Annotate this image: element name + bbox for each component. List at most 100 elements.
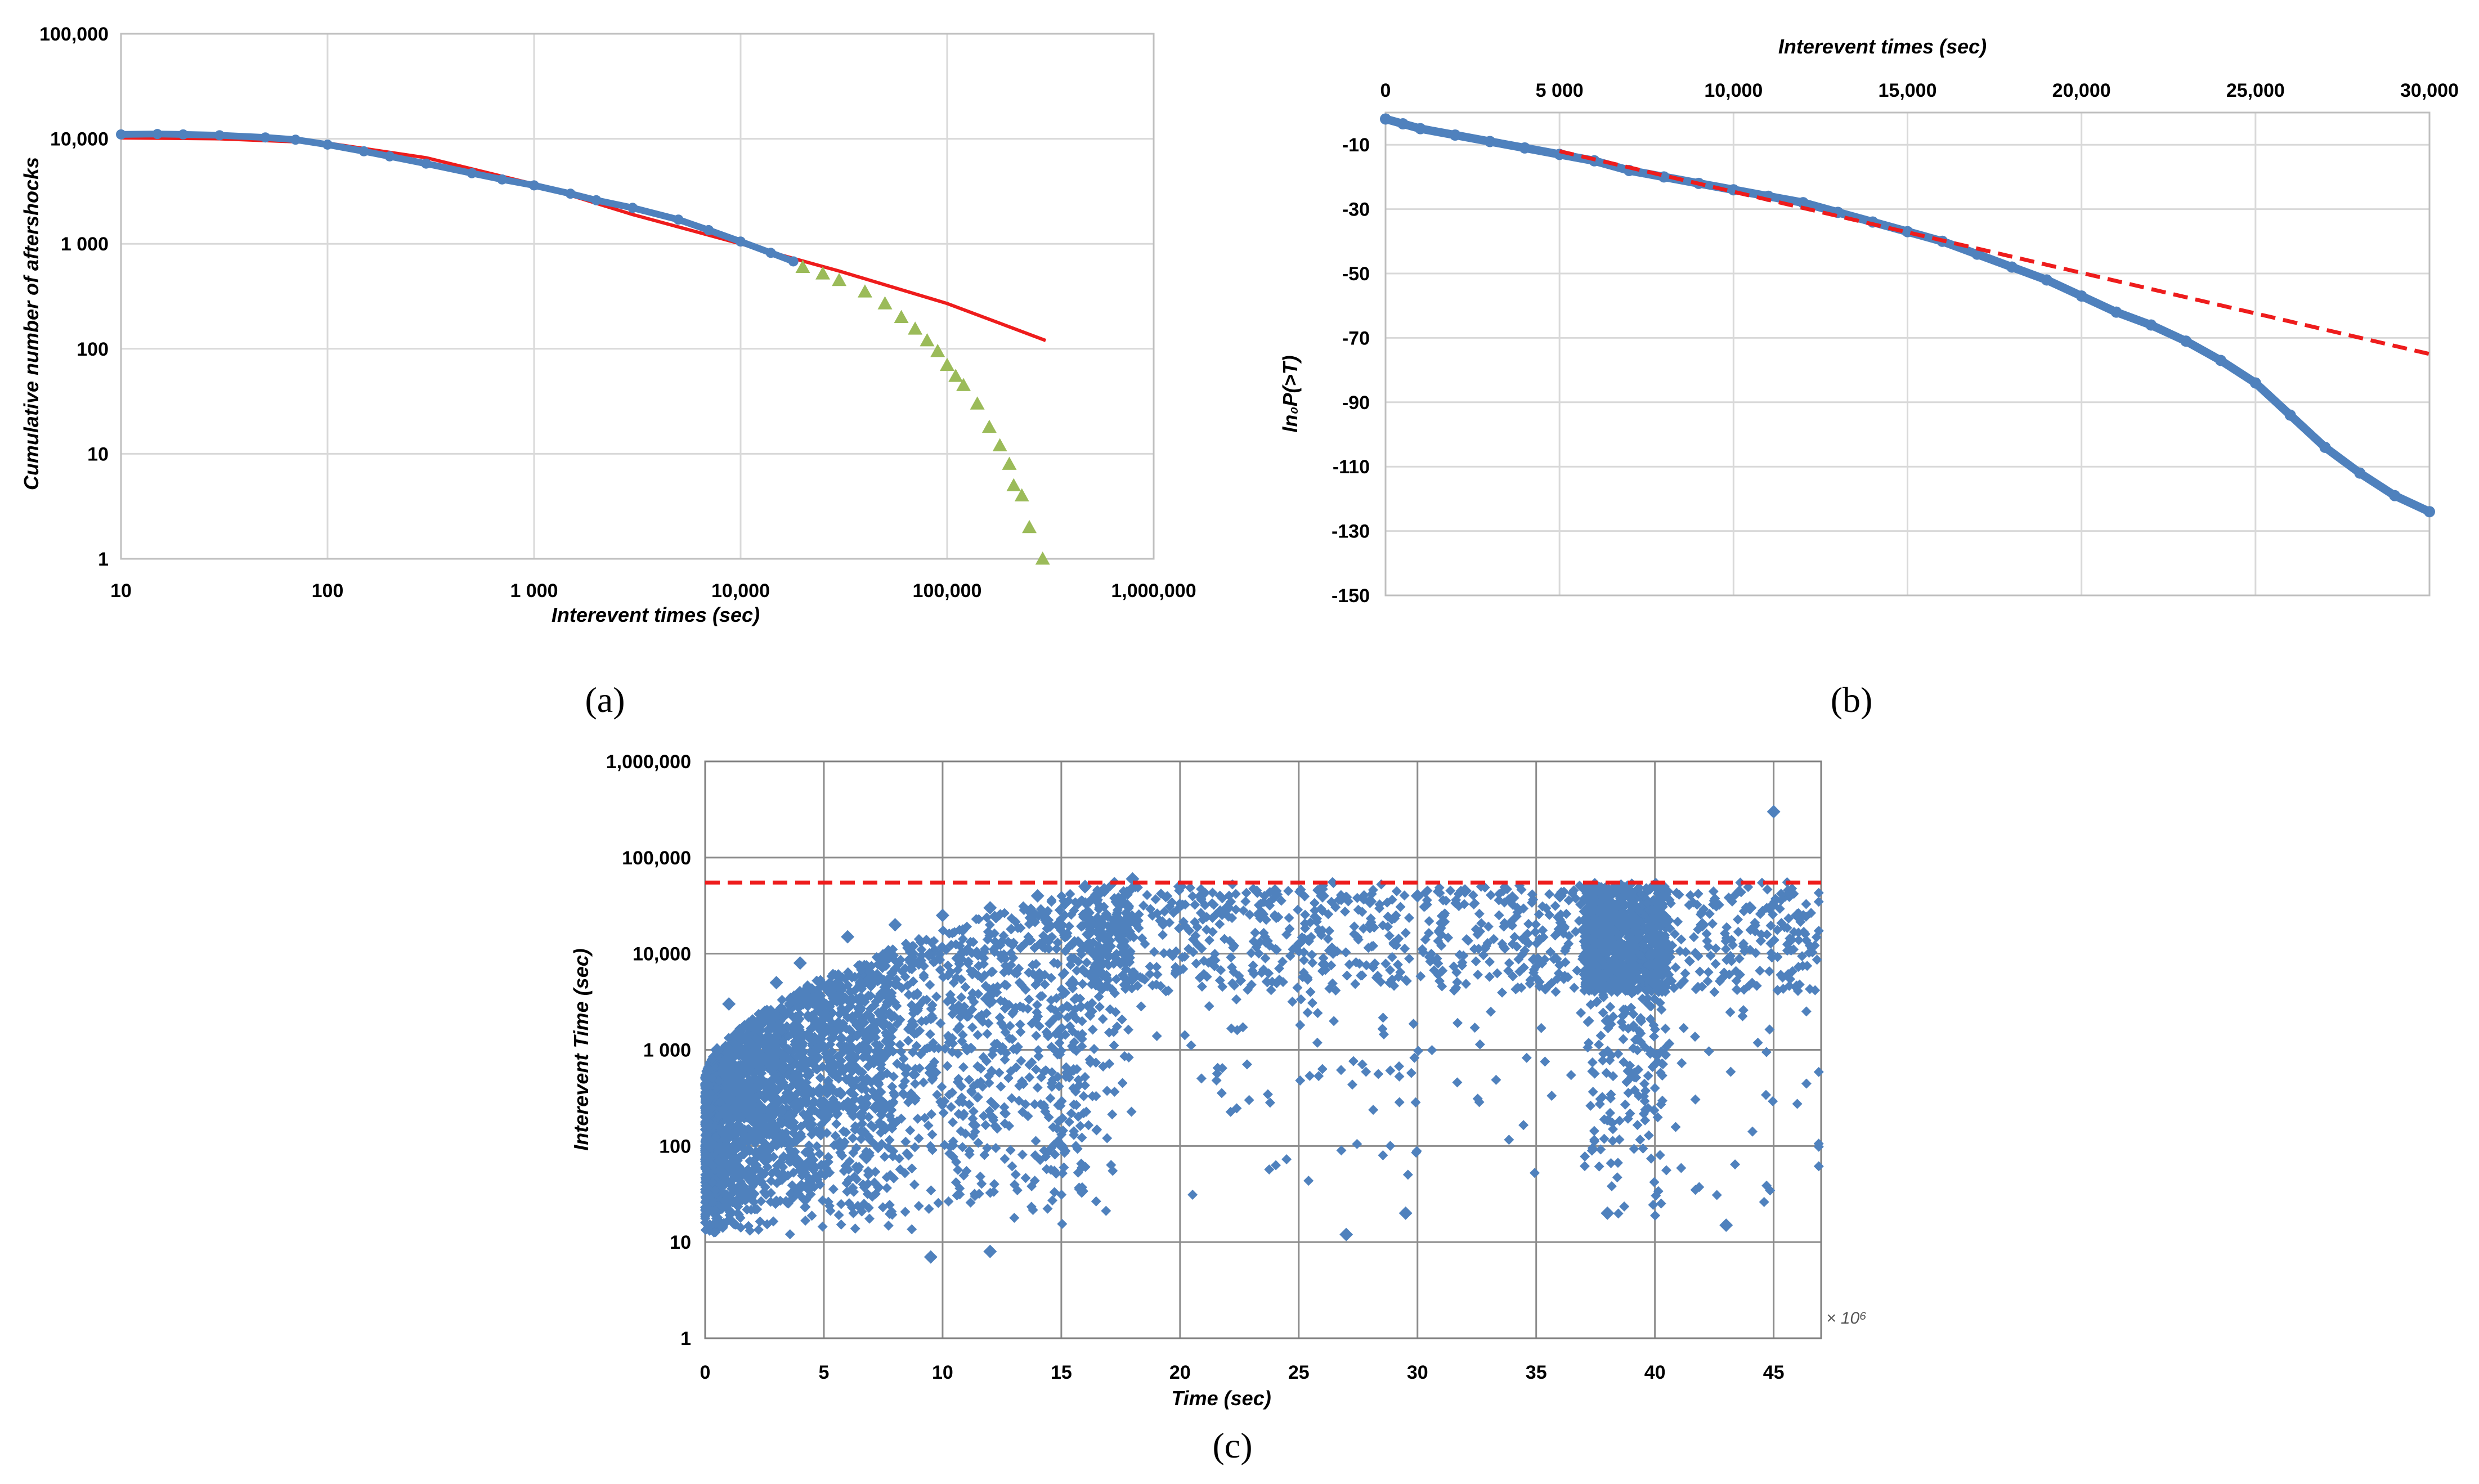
panel-c-scatter-point xyxy=(1043,944,1054,954)
panel-c-scatter-point xyxy=(1000,960,1011,971)
panel-c-scatter-point xyxy=(1734,953,1745,964)
panel-c-scatter-point xyxy=(851,1142,862,1153)
panel-c-scatter-point xyxy=(1052,958,1063,969)
panel-c-scatter-point xyxy=(798,1194,809,1204)
panel-c-scatter-point xyxy=(928,957,939,967)
panel-c-scatter-point xyxy=(877,963,888,974)
panel-c-scatter-point xyxy=(1069,1129,1079,1140)
panel-c-scatter-point xyxy=(1187,1190,1198,1200)
panel-c-scatter-point xyxy=(1127,975,1138,986)
panel-c-scatter-point xyxy=(1492,968,1503,979)
panel-c-scatter-point xyxy=(740,1048,751,1059)
panel-b-x-tick-label: 10,000 xyxy=(1704,80,1763,101)
panel-a-observed-point xyxy=(384,151,395,162)
panel-c-scatter-point xyxy=(735,1163,746,1174)
panel-c-scatter-point xyxy=(1101,1205,1111,1216)
panel-c-scatter-point xyxy=(775,1195,786,1206)
panel-c-scatter-point xyxy=(1030,1136,1041,1146)
panel-b-x-tick-label: 15,000 xyxy=(1879,80,1937,101)
panel-c-scatter-point xyxy=(1507,939,1518,949)
panel-c-scatter-point xyxy=(1722,954,1732,965)
panel-c-scatter-point xyxy=(956,974,967,985)
panel-c-scatter-point xyxy=(1703,967,1714,978)
panel-c-y-tick-label: 1 000 xyxy=(643,1040,691,1061)
panel-c-scatter-point xyxy=(1613,1208,1624,1219)
panel-c-scatter-point xyxy=(1096,944,1106,954)
panel-c-scatter-point xyxy=(1080,967,1091,978)
panel-c-scatter-point xyxy=(835,1086,845,1097)
panel-c-scatter-point xyxy=(1078,912,1088,922)
panel-c-scatter-point xyxy=(1606,1089,1616,1100)
panel-c-scatter-point xyxy=(963,1074,974,1085)
panel-c-scatter-point xyxy=(831,1119,842,1129)
panel-c-scatter-point xyxy=(836,1220,846,1230)
panel-c-scatter-point xyxy=(1482,938,1493,948)
panel-c-scatter-point xyxy=(1050,1029,1061,1039)
panel-c-scatter-point xyxy=(940,1043,951,1054)
panel-c-scatter-point xyxy=(1702,976,1713,987)
panel-c-scatter-point xyxy=(847,1011,858,1021)
panel-c-scatter-point xyxy=(988,1115,999,1126)
panel-c-scatter-point xyxy=(1550,987,1561,997)
panel-c-scatter-point xyxy=(1743,882,1754,893)
panel-c-scatter-point xyxy=(938,1108,949,1118)
panel-c-scatter-point xyxy=(1046,1003,1056,1014)
panel-c-scatter-point xyxy=(1281,1154,1292,1164)
panel-c-scatter-point xyxy=(853,1065,864,1076)
panel-c-scatter-point xyxy=(1516,982,1527,993)
panel-c-scatter-point xyxy=(1567,888,1577,899)
panel-c-scatter-point xyxy=(1611,983,1622,994)
panel-c-scatter-point xyxy=(1756,935,1767,946)
panel-c-scatter-point xyxy=(1534,909,1544,920)
panel-c-scatter-point xyxy=(1330,902,1341,913)
panel-c-scatter-point xyxy=(1057,989,1068,999)
panel-c-scatter-point xyxy=(1117,948,1127,958)
panel-c-scatter-point xyxy=(1031,959,1042,970)
panel-c-scatter-point xyxy=(1011,1062,1021,1073)
panel-b-y-axis-title: ln₀P(>T) xyxy=(1279,355,1302,432)
panel-c-scatter-point xyxy=(981,1056,992,1066)
panel-c-scatter-point xyxy=(1710,958,1721,969)
panel-a-x-tick-label: 100 xyxy=(312,580,344,602)
panel-c-scatter-point xyxy=(881,1102,892,1113)
panel-c-scatter-point xyxy=(1476,918,1487,929)
panel-b-observed-point xyxy=(1484,136,1496,147)
panel-c-scatter-point xyxy=(938,972,948,983)
panel-a-x-tick-label: 1 000 xyxy=(510,580,558,602)
panel-c-scatter-point xyxy=(785,1092,796,1103)
panel-c-scatter-point xyxy=(1108,1026,1119,1037)
panel-c-scatter-point xyxy=(1676,934,1687,945)
panel-c-scatter-point xyxy=(1711,1190,1722,1200)
panel-c-scatter-point xyxy=(1509,931,1520,942)
panel-c-scatter-point xyxy=(1731,984,1742,995)
panel-c-scatter-point xyxy=(1580,1151,1590,1162)
panel-c-scatter-point xyxy=(969,997,979,1007)
panel-c-scatter-point xyxy=(1100,885,1111,896)
panel-c-scatter-point xyxy=(1251,942,1262,953)
panel-b-x-tick-label: 25,000 xyxy=(2226,80,2285,101)
panel-c-scatter-point xyxy=(1041,1164,1052,1174)
panel-c-scatter-point xyxy=(958,1062,969,1073)
panel-c-scatter-point xyxy=(876,1109,886,1120)
panel-c-scatter-point xyxy=(1660,945,1670,956)
panel-c-scatter-point xyxy=(1342,970,1352,981)
panel-c-scatter-point xyxy=(1095,1002,1105,1012)
panel-c-scatter-point xyxy=(967,1004,978,1015)
panel-c-scatter-point xyxy=(1406,1068,1416,1078)
panel-c-scatter-point xyxy=(926,1185,936,1196)
panel-a-observed-point xyxy=(497,174,508,185)
panel-c-scatter-point xyxy=(1411,1147,1422,1158)
panel-c-scatter-point xyxy=(1566,1070,1576,1081)
panel-c-scatter-point xyxy=(847,1066,858,1077)
panel-c-scatter-point xyxy=(1661,977,1672,988)
panel-c-scatter-point xyxy=(784,994,795,1005)
panel-c-scatter-point xyxy=(1241,887,1252,898)
panel-c-scatter-point xyxy=(1359,890,1369,900)
panel-c-scatter-point xyxy=(1646,1153,1656,1164)
panel-c-scatter-point xyxy=(880,1151,890,1162)
panel-c-scatter-point xyxy=(974,961,984,971)
panel-c-scatter-point xyxy=(850,985,860,996)
panel-c-scatter-point xyxy=(1335,1065,1346,1075)
panel-c-scatter-point xyxy=(1085,1057,1096,1068)
